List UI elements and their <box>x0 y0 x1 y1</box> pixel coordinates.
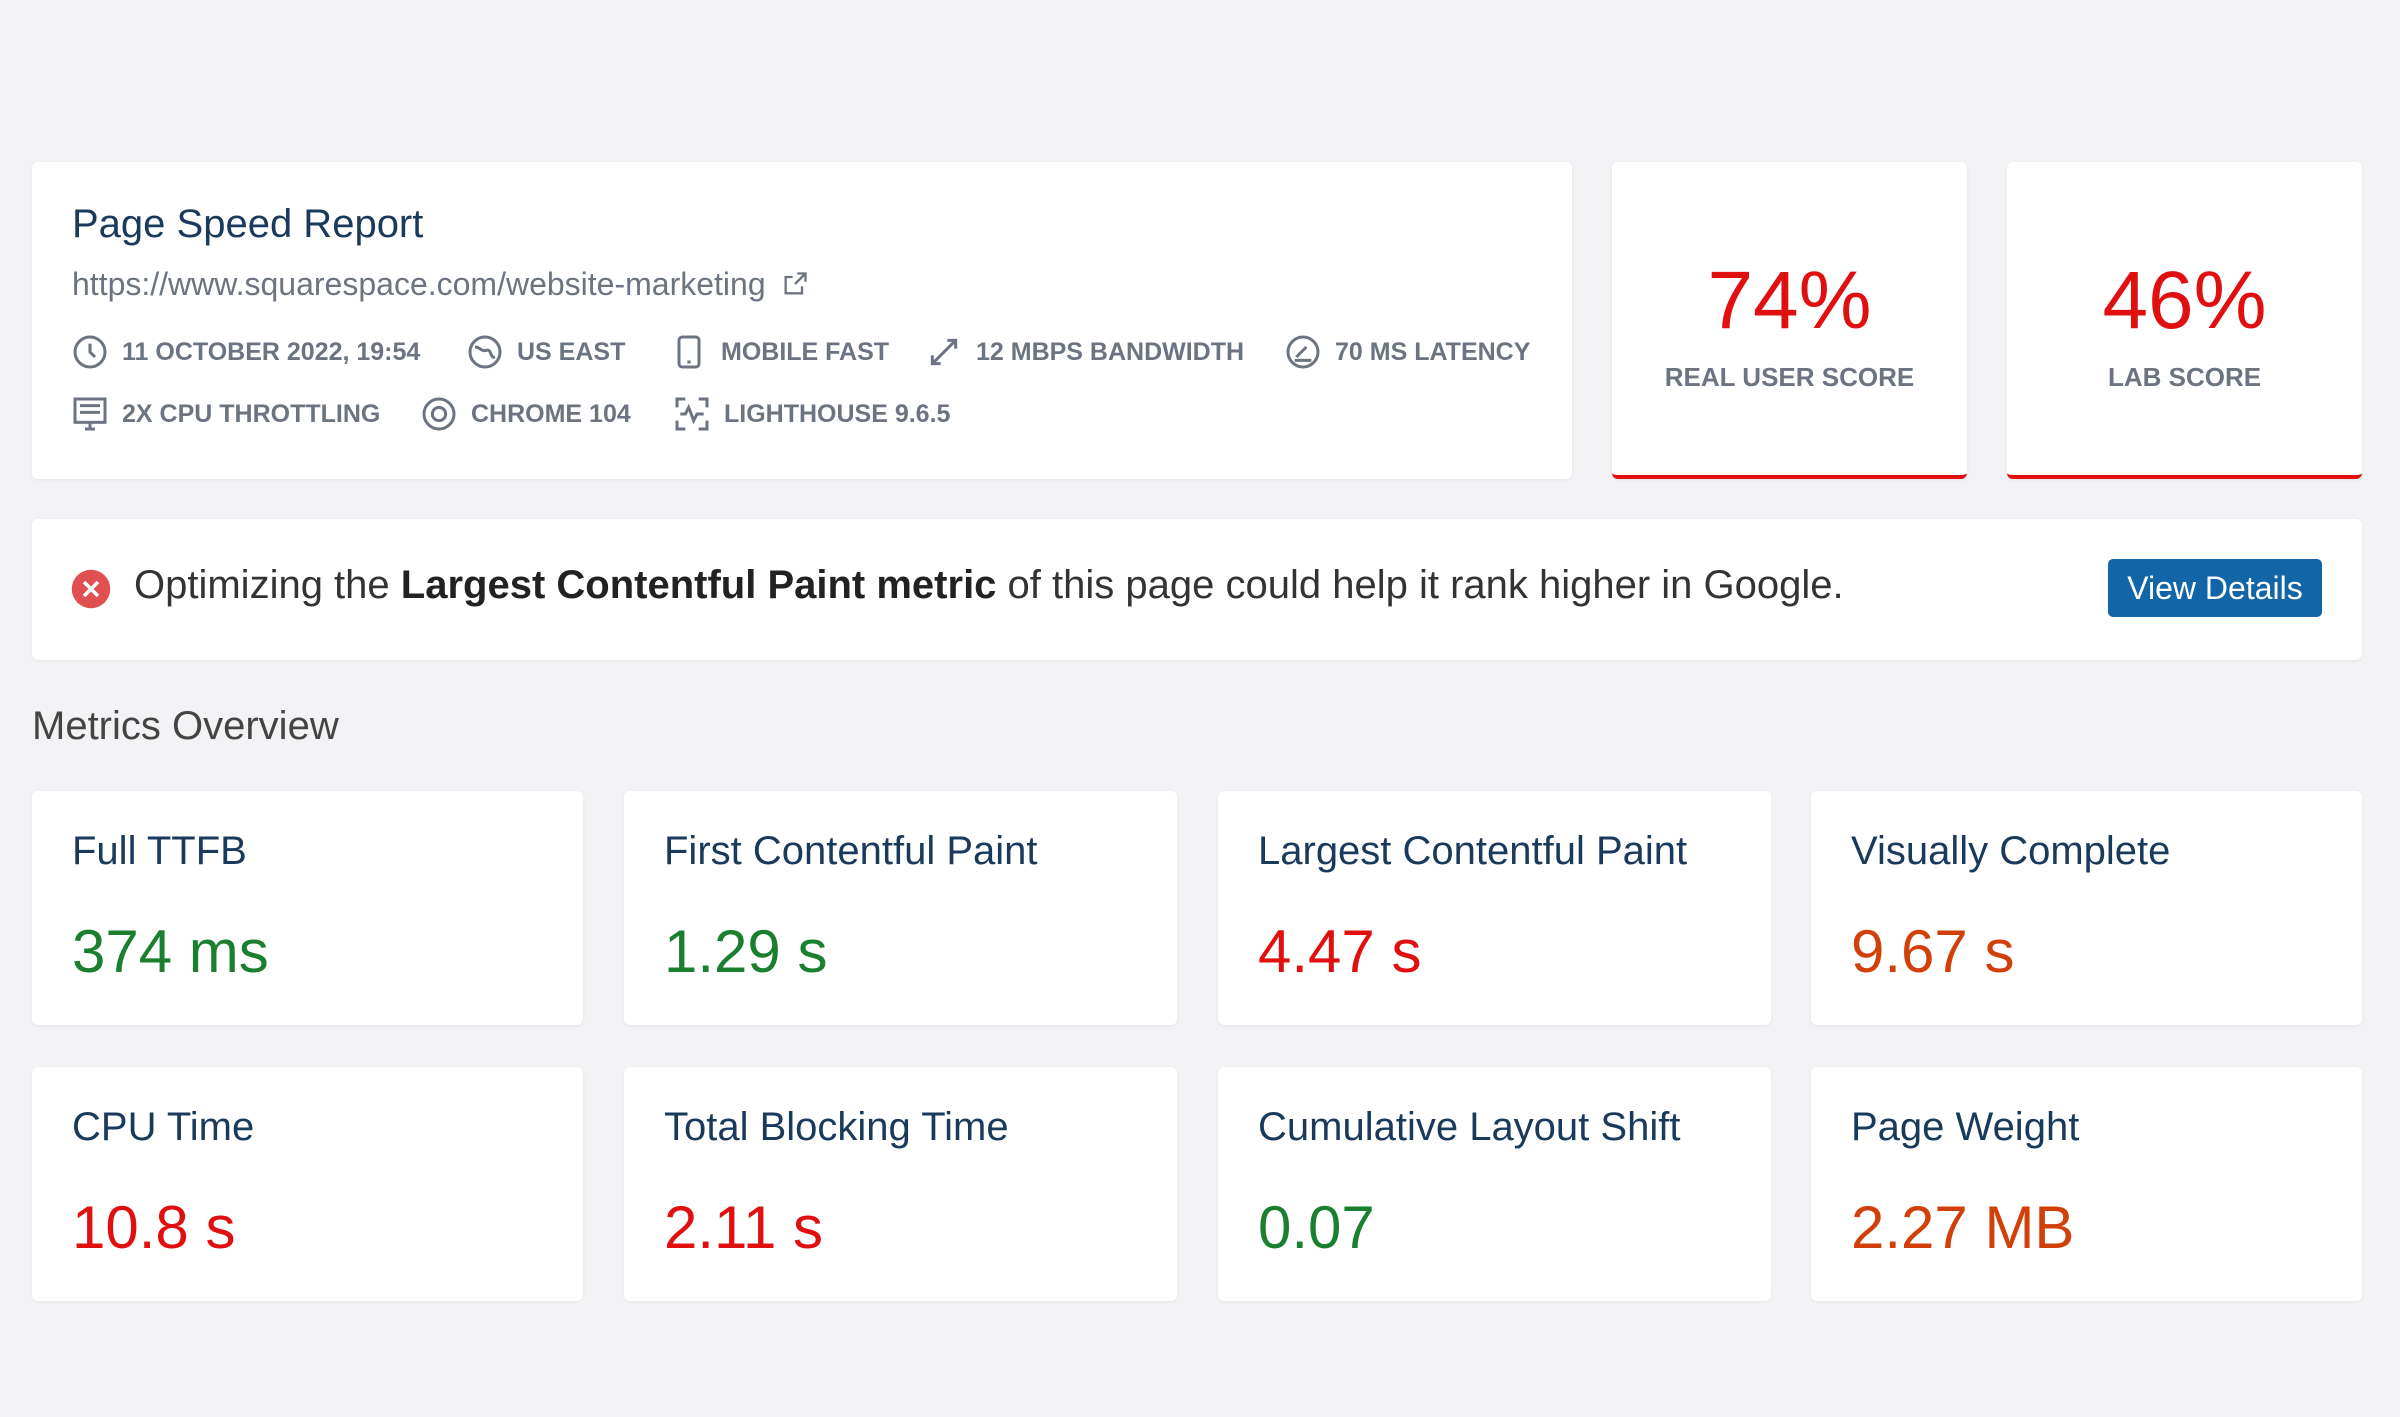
metric-value: 4.47 s <box>1258 918 1422 985</box>
icon <box>73 397 107 431</box>
error-icon <box>71 569 111 609</box>
meta-item: US EAST <box>465 332 625 372</box>
alert-text: Optimizing the Largest Contentful Paint … <box>134 563 1844 608</box>
meta-item: 11 OCTOBER 2022, 19:54 <box>70 332 420 372</box>
metric-card: Page Weight 2.27 MB <box>1811 1067 2362 1301</box>
icon <box>677 335 701 369</box>
metric-value: 9.67 s <box>1851 918 2015 985</box>
url-text: https://www.squarespace.com/website-mark… <box>72 266 766 302</box>
metric-card: Full TTFB 374 ms <box>32 791 583 1025</box>
meta-text: 2X CPU THROTTLING <box>122 399 381 428</box>
icon <box>930 338 958 366</box>
metric-value: 374 ms <box>72 918 269 985</box>
metric-label: Largest Contentful Paint <box>1258 829 1688 873</box>
icon <box>1286 335 1320 369</box>
metric-value: 1.29 s <box>664 918 828 985</box>
icon <box>73 335 107 369</box>
score-label: LAB SCORE <box>2107 362 2262 392</box>
meta-text: LIGHTHOUSE 9.6.5 <box>724 399 951 428</box>
metric-card: CPU Time 10.8 s <box>32 1067 583 1301</box>
metric-label: Cumulative Layout Shift <box>1258 1105 1681 1149</box>
meta-item: MOBILE FAST <box>669 332 889 372</box>
alert-emphasis: Largest Contentful Paint metric <box>400 563 997 607</box>
score-value: 74% <box>1707 255 1872 346</box>
meta-item: LIGHTHOUSE 9.6.5 <box>672 394 950 434</box>
metric-label: Page Weight <box>1851 1105 2080 1149</box>
icon <box>468 335 502 369</box>
icon <box>675 397 709 431</box>
meta-text: MOBILE FAST <box>721 337 890 366</box>
metric-card: First Contentful Paint 1.29 s <box>624 791 1177 1025</box>
score-card: 74% REAL USER SCORE <box>1612 162 1967 479</box>
meta-text: 70 MS LATENCY <box>1335 337 1531 366</box>
alert-part: of this page could help it rank higher i… <box>1007 563 1844 607</box>
metric-card: Visually Complete 9.67 s <box>1811 791 2362 1025</box>
metric-label: Full TTFB <box>72 829 247 873</box>
metric-card: Cumulative Layout Shift 0.07 <box>1218 1067 1771 1301</box>
icon <box>422 397 456 431</box>
metric-label: CPU Time <box>72 1105 255 1149</box>
metric-label: First Contentful Paint <box>664 829 1038 873</box>
meta-text: 11 OCTOBER 2022, 19:54 <box>122 337 421 366</box>
external-icon <box>784 272 807 295</box>
alert-banner: Optimizing the Largest Contentful Paint … <box>32 519 2362 660</box>
meta-item: 12 MBPS BANDWIDTH <box>924 332 1244 372</box>
report-url[interactable]: https://www.squarespace.com/website-mark… <box>72 266 809 303</box>
report-card: Page Speed Report https://www.squarespac… <box>32 162 1572 479</box>
metric-label: Visually Complete <box>1851 829 2171 873</box>
meta-text: US EAST <box>517 337 626 366</box>
metric-value: 2.27 MB <box>1851 1194 2075 1261</box>
metric-card: Largest Contentful Paint 4.47 s <box>1218 791 1771 1025</box>
meta-text: CHROME 104 <box>471 399 631 428</box>
metric-value: 0.07 <box>1258 1194 1375 1261</box>
score-value: 46% <box>2102 255 2267 346</box>
metric-label: Total Blocking Time <box>664 1105 1009 1149</box>
meta-item: 2X CPU THROTTLING <box>70 394 380 434</box>
metric-card: Total Blocking Time 2.11 s <box>624 1067 1177 1301</box>
meta-item: CHROME 104 <box>419 394 631 434</box>
meta-item: 70 MS LATENCY <box>1283 332 1530 372</box>
score-card: 46% LAB SCORE <box>2007 162 2362 479</box>
metric-value: 10.8 s <box>72 1194 236 1261</box>
metric-value: 2.11 s <box>664 1194 823 1261</box>
view-details-button[interactable]: View Details <box>2108 559 2322 617</box>
meta-text: 12 MBPS BANDWIDTH <box>976 337 1245 366</box>
alert-part: Optimizing the <box>134 563 390 607</box>
score-label: REAL USER SCORE <box>1664 362 1915 392</box>
report-title: Page Speed Report <box>72 202 424 246</box>
section-title: Metrics Overview <box>32 704 339 748</box>
